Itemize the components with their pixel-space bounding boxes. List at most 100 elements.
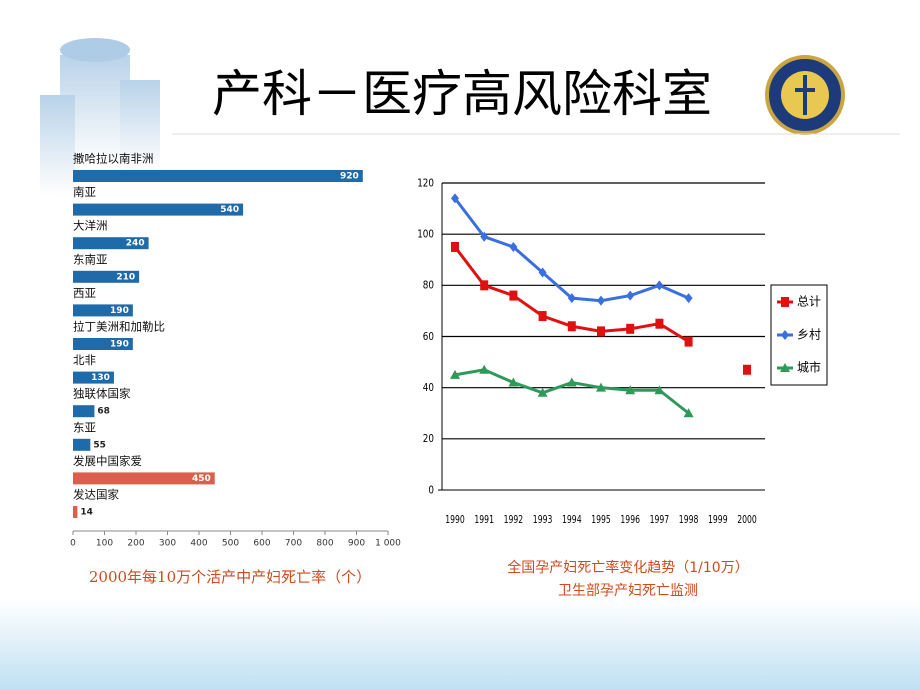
value-label: 55 (93, 440, 106, 450)
x-tick-label: 400 (190, 539, 207, 549)
x-tick-label: 600 (253, 539, 270, 549)
category-label: 西亚 (73, 286, 96, 300)
y-tick-label: 40 (423, 382, 434, 394)
marker (508, 377, 519, 387)
category-label: 北非 (73, 353, 96, 367)
x-tick-label: 700 (285, 539, 302, 549)
series-line (454, 368, 690, 415)
x-tick-label: 300 (159, 539, 176, 549)
x-tick-label: 1999 (708, 514, 728, 527)
value-label: 190 (110, 306, 129, 316)
value-label: 130 (91, 373, 110, 383)
category-label: 东南亚 (73, 252, 108, 266)
marker (654, 385, 665, 395)
legend-label: 总计 (797, 295, 821, 309)
x-tick-label: 0 (70, 539, 76, 549)
bar (73, 338, 133, 350)
slide-title: 产科－医疗高风险科室 (212, 65, 712, 123)
x-tick-label: 2000 (737, 514, 757, 527)
x-tick-label: 1992 (504, 514, 524, 527)
caption: 全国孕产妇死亡率变化趋势（1/10万） (507, 559, 748, 576)
series-line (455, 247, 747, 370)
x-tick-label: 1994 (562, 514, 582, 527)
bar (73, 237, 149, 250)
value-label: 920 (340, 172, 359, 182)
building-image (40, 38, 160, 195)
y-tick-label: 20 (423, 433, 434, 445)
marker (781, 297, 789, 307)
bar (73, 170, 363, 182)
value-label: 210 (116, 272, 135, 282)
marker (684, 293, 693, 304)
x-tick-label: 200 (127, 539, 144, 549)
marker (655, 280, 664, 291)
marker (597, 326, 605, 337)
marker (479, 364, 490, 374)
caption: 2000年每10万个活产中产妇死亡率（个） (89, 568, 371, 586)
x-tick-label: 1997 (650, 514, 670, 527)
bar (73, 472, 215, 485)
bar (73, 438, 91, 451)
logo (765, 55, 845, 135)
marker (538, 267, 547, 278)
marker (537, 387, 548, 397)
marker (625, 385, 636, 395)
category-label: 发达国家 (73, 488, 119, 502)
marker (509, 290, 518, 301)
x-tick-label: 1993 (533, 514, 553, 527)
marker (480, 231, 489, 242)
value-label: 14 (80, 508, 93, 518)
legend-label: 城市 (797, 360, 821, 375)
x-tick-label: 1 000 (375, 539, 401, 549)
category-label: 独联体国家 (73, 387, 131, 401)
marker (480, 280, 489, 291)
marker (684, 336, 693, 347)
y-tick-label: 0 (428, 484, 434, 496)
marker (509, 241, 518, 252)
marker (743, 364, 751, 375)
marker (597, 295, 605, 306)
x-tick-label: 1998 (679, 514, 699, 527)
bar (73, 304, 133, 317)
marker (451, 193, 459, 204)
x-tick-label: 1996 (620, 514, 640, 527)
legend-box (770, 284, 828, 386)
x-tick-label: 100 (96, 539, 113, 549)
value-label: 240 (126, 239, 145, 249)
x-tick-label: 500 (222, 539, 239, 549)
marker (596, 382, 606, 392)
bottom-band (0, 600, 920, 690)
x-tick-label: 900 (348, 539, 365, 549)
marker (567, 293, 576, 304)
category-label: 大洋洲 (73, 219, 108, 233)
bar (73, 371, 114, 384)
y-tick-label: 60 (423, 331, 434, 343)
bar (73, 270, 140, 283)
y-tick-label: 120 (417, 177, 434, 189)
bar (73, 203, 244, 216)
x-tick-label: 800 (316, 539, 333, 549)
y-tick-label: 80 (423, 280, 434, 292)
legend-label: 乡村 (797, 328, 821, 342)
bar (73, 506, 78, 518)
category-label: 拉丁美洲和加勒比 (73, 320, 165, 334)
x-tick-label: 1991 (474, 514, 494, 527)
marker (781, 330, 789, 340)
category-label: 东亚 (73, 420, 96, 434)
category-label: 发展中国家爱 (73, 454, 142, 468)
category-label: 撒哈拉以南非洲 (73, 152, 154, 166)
value-label: 450 (192, 474, 211, 484)
marker (683, 408, 694, 418)
marker (567, 321, 576, 332)
marker (451, 241, 459, 252)
value-label: 540 (220, 205, 239, 215)
y-tick-label: 100 (417, 229, 434, 241)
marker (566, 377, 577, 387)
marker (450, 369, 460, 379)
subcaption: 卫生部孕产妇死亡监测 (558, 582, 698, 599)
marker (626, 290, 635, 301)
marker (626, 323, 635, 334)
category-label: 南亚 (73, 185, 96, 199)
